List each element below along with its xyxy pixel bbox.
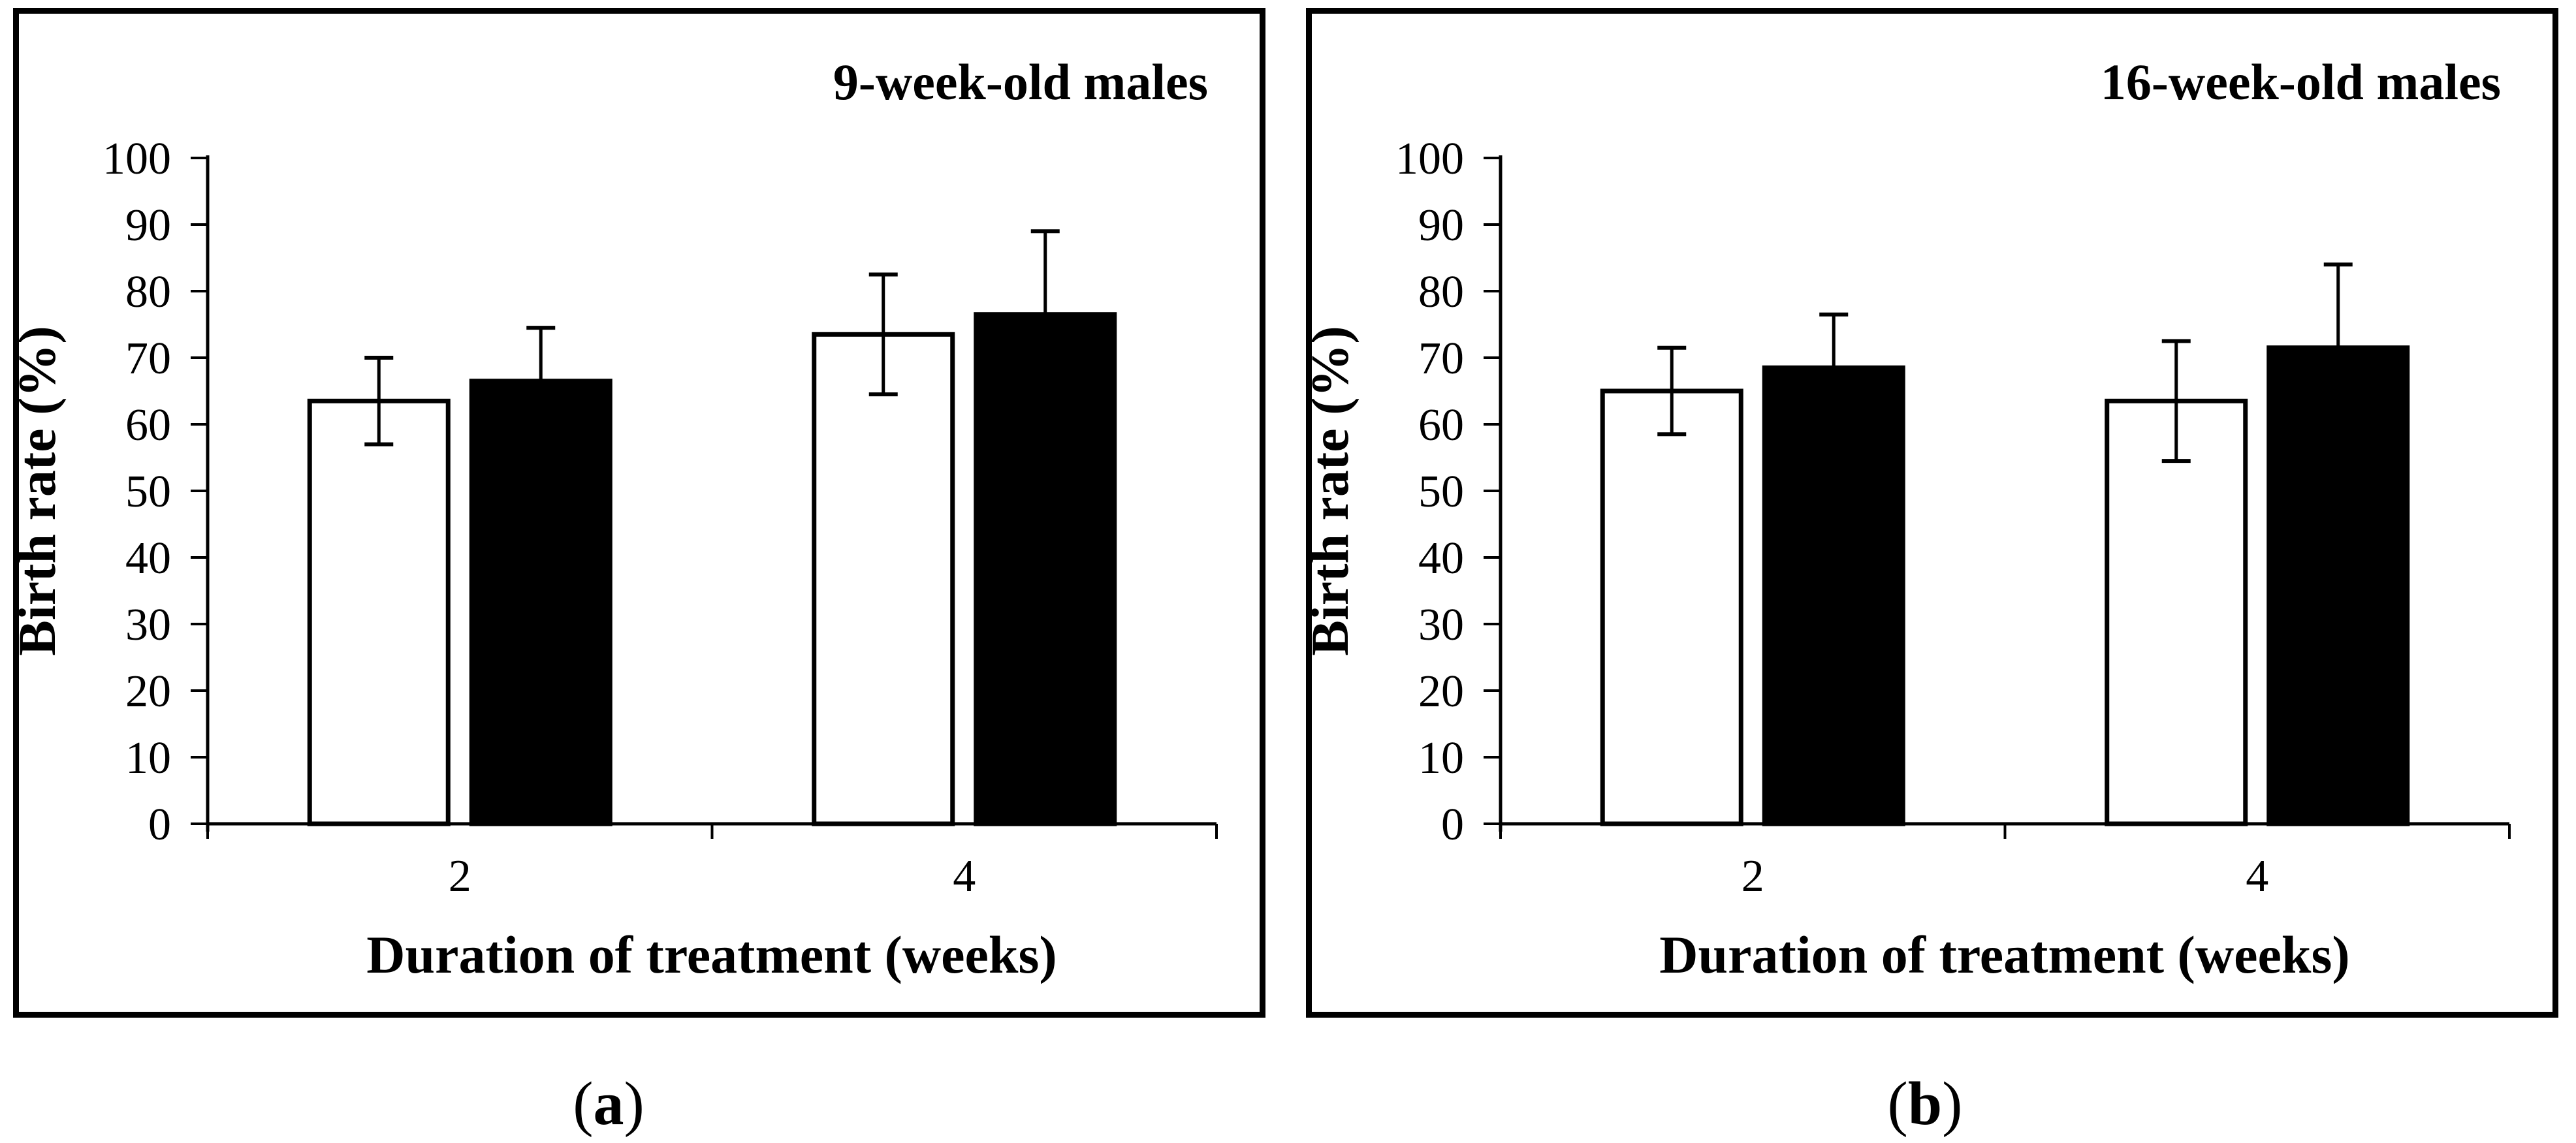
caption-a-close-paren: )	[624, 1070, 644, 1138]
y-tick-label: 40	[1418, 533, 1464, 584]
y-tick-label: 50	[1418, 467, 1464, 517]
y-tick-label: 90	[125, 200, 171, 251]
bar-filled-bar-cat-2	[1762, 365, 1905, 826]
y-tick-label: 10	[1418, 733, 1464, 783]
caption-b: (b)	[1888, 1070, 1963, 1138]
panel-b-y-axis-title: Birth rate (%)	[1300, 326, 1360, 656]
y-tick-label: 0	[1441, 800, 1464, 850]
y-tick-label: 100	[103, 134, 171, 184]
panel-b-border	[1306, 8, 2558, 1018]
y-tick-label: 50	[125, 467, 171, 517]
panel-b-plot-area: 0 10 20 30 40 50 60 70 80 90 100 2 4	[1395, 134, 2511, 901]
panel-a-x-axis-title: Duration of treatment (weeks)	[366, 925, 1057, 984]
panel-a: 9-week-old males Birth rate (%) Duration…	[7, 8, 1265, 1018]
y-tick-label: 40	[125, 533, 171, 584]
panel-a-title: 9-week-old males	[833, 54, 1208, 110]
y-tick-label: 70	[125, 334, 171, 384]
caption-a-open-paren: (	[573, 1070, 593, 1138]
category-label: 4	[953, 851, 976, 901]
y-tick-label: 10	[125, 733, 171, 783]
y-tick-label: 30	[1418, 600, 1464, 650]
category-label: 4	[2246, 851, 2268, 901]
bar-open-bar-cat-2	[1600, 388, 1743, 826]
panel-a-border	[13, 8, 1265, 1018]
y-tick-label: 80	[1418, 267, 1464, 317]
caption-b-close-paren: )	[1942, 1070, 1962, 1138]
bar-open-bar-cat-4	[812, 332, 955, 826]
y-tick-label: 100	[1395, 134, 1464, 184]
panel-b: 16-week-old males Birth rate (%) Duratio…	[1300, 8, 2558, 1018]
caption-a-letter: a	[594, 1070, 624, 1138]
caption-b-letter: b	[1908, 1070, 1942, 1138]
y-tick-label: 20	[1418, 666, 1464, 717]
panel-a-y-axis-title: Birth rate (%)	[7, 326, 67, 656]
y-tick-label: 80	[125, 267, 171, 317]
panel-a-plot-area: 0 10 20 30 40 50 60 70 80 90 100 2 4	[103, 134, 1218, 901]
category-label: 2	[1741, 851, 1764, 901]
y-tick-label: 0	[148, 800, 171, 850]
panel-b-title: 16-week-old males	[2101, 54, 2501, 110]
bar-open-bar-cat-4	[2105, 398, 2248, 826]
caption-a: (a)	[573, 1070, 644, 1138]
caption-b-open-paren: (	[1888, 1070, 1908, 1138]
panel-b-x-axis-title: Duration of treatment (weeks)	[1659, 925, 2349, 984]
y-tick-label: 60	[1418, 400, 1464, 450]
y-tick-label: 70	[1418, 334, 1464, 384]
y-tick-label: 90	[1418, 200, 1464, 251]
y-tick-label: 60	[125, 400, 171, 450]
category-label: 2	[449, 851, 471, 901]
y-tick-label: 30	[125, 600, 171, 650]
bar-filled-bar-cat-2	[469, 379, 612, 826]
y-tick-label: 20	[125, 666, 171, 717]
bar-open-bar-cat-2	[307, 398, 451, 826]
